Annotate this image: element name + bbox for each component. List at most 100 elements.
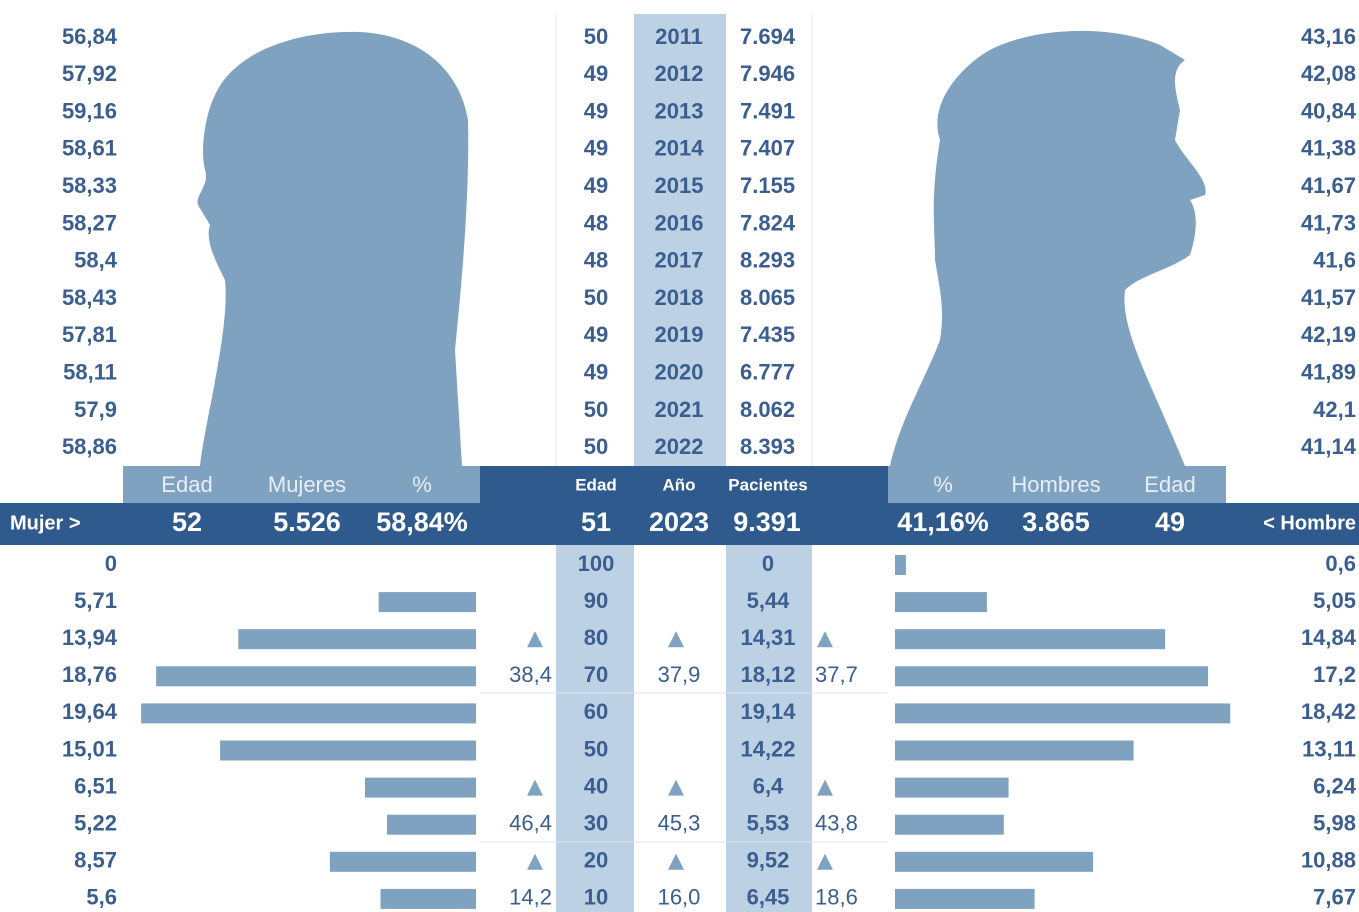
total-column (726, 545, 812, 912)
bracket-value: 37,7 (815, 662, 858, 687)
header-women (123, 466, 480, 503)
patients: 7.824 (740, 210, 796, 235)
men-pct: 41,38 (1301, 136, 1356, 161)
men-pct: 42,1 (1313, 397, 1356, 422)
year: 2021 (655, 397, 704, 422)
header-center (480, 466, 888, 503)
women-pct: 57,81 (62, 322, 117, 347)
summary-value: 41,16% (897, 507, 989, 537)
men-pct: 42,08 (1301, 61, 1356, 86)
bar (141, 703, 476, 724)
patients: 7.407 (740, 136, 795, 161)
bar (895, 777, 1009, 798)
bar-label: 0 (105, 551, 117, 576)
age: 49 (584, 98, 608, 123)
year: 2013 (655, 98, 704, 123)
age-label: 50 (584, 736, 608, 761)
summary-value: 52 (172, 507, 202, 537)
men-pct: 41,57 (1301, 285, 1356, 310)
patients: 7.155 (740, 173, 795, 198)
triangle (817, 853, 833, 870)
women-pct: 58,86 (62, 434, 117, 459)
bar (238, 629, 476, 650)
header-label: % (412, 472, 432, 497)
women-pct: 57,9 (74, 397, 117, 422)
triangle (668, 853, 684, 870)
age-label: 100 (578, 551, 615, 576)
patients: 7.435 (740, 322, 795, 347)
bracket-value: 16,0 (658, 885, 701, 910)
man-silhouette (890, 30, 1206, 466)
total-label: 6,45 (747, 885, 790, 910)
summary-value: 2023 (649, 507, 709, 537)
women-pct: 59,16 (62, 98, 117, 123)
year: 2016 (655, 210, 704, 235)
bar-label: 0,6 (1325, 551, 1356, 576)
men-pct: 42,19 (1301, 322, 1356, 347)
age: 50 (584, 24, 608, 49)
summary-value: 5.526 (273, 507, 341, 537)
bar-label: 5,05 (1313, 588, 1356, 613)
bar (895, 888, 1035, 909)
bar (380, 888, 476, 909)
triangle (527, 631, 543, 648)
summary-band (0, 503, 1359, 545)
women-pct: 58,61 (62, 136, 117, 161)
bar (329, 851, 476, 872)
total-label: 5,53 (747, 811, 790, 836)
bar-label: 13,11 (1302, 736, 1356, 761)
men-pct: 41,14 (1301, 434, 1357, 459)
triangle (527, 779, 543, 796)
triangle (817, 779, 833, 796)
bracket-value: 38,4 (509, 662, 552, 687)
bar (378, 592, 476, 613)
header-label: % (933, 472, 953, 497)
patients: 7.491 (740, 98, 795, 123)
total-label: 14,22 (740, 736, 795, 761)
age-column (556, 545, 634, 912)
women-pct: 58,4 (74, 248, 118, 273)
summary-value: 49 (1155, 507, 1185, 537)
bar-label: 5,6 (86, 885, 117, 910)
age: 48 (584, 210, 608, 235)
bar (895, 740, 1134, 761)
bracket-value: 45,3 (658, 811, 701, 836)
total-label: 18,12 (740, 662, 795, 687)
age: 50 (584, 397, 608, 422)
age-label: 60 (584, 699, 608, 724)
patients: 7.946 (740, 61, 795, 86)
woman-silhouette (197, 31, 469, 466)
triangle (817, 631, 833, 648)
header-label: Hombres (1011, 472, 1100, 497)
bar-label: 17,2 (1313, 662, 1356, 687)
age-label: 70 (584, 662, 608, 687)
summary-value: 51 (581, 507, 611, 537)
bar (220, 740, 476, 761)
bar (365, 777, 476, 798)
total-label: 14,31 (740, 625, 795, 650)
bar-label: 7,67 (1313, 885, 1356, 910)
age: 50 (584, 434, 608, 459)
bar-label: 6,51 (74, 773, 117, 798)
bar (895, 666, 1209, 687)
men-pct: 43,16 (1301, 24, 1356, 49)
bar-label: 13,94 (62, 625, 118, 650)
bar (895, 555, 906, 575)
year: 2012 (655, 61, 704, 86)
men-pct: 41,67 (1301, 173, 1356, 198)
year: 2019 (655, 322, 704, 347)
year: 2017 (655, 248, 704, 273)
bar (895, 703, 1231, 724)
age: 49 (584, 136, 608, 161)
total-label: 0 (762, 551, 774, 576)
bracket-value: 37,9 (658, 662, 701, 687)
bar (386, 814, 476, 835)
bar-label: 5,98 (1313, 811, 1356, 836)
bar-label: 10,88 (1301, 848, 1356, 873)
age-label: 90 (584, 588, 608, 613)
age: 48 (584, 248, 608, 273)
age-label: 30 (584, 811, 608, 836)
bar-label: 8,57 (74, 848, 117, 873)
bar (895, 814, 1004, 835)
